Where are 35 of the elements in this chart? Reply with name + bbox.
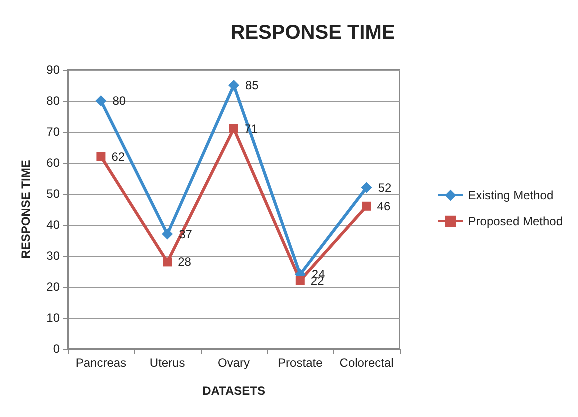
data-label: 46 — [377, 199, 391, 214]
y-tick-label: 0 — [53, 342, 60, 356]
point — [296, 276, 305, 286]
y-tick-label: 40 — [46, 218, 60, 232]
data-label: 52 — [378, 180, 392, 195]
data-label: 85 — [246, 78, 260, 92]
x-tick-label: Prostate — [278, 356, 324, 370]
point — [163, 258, 172, 267]
y-tick-label: 90 — [46, 63, 60, 77]
x-tick-label: Uterus — [150, 356, 186, 370]
point — [361, 182, 372, 194]
legend-label: Existing Method — [468, 188, 554, 202]
y-tick-label: 20 — [46, 280, 60, 294]
x-axis-title: DATASETS — [202, 384, 266, 398]
y-tick-label: 10 — [46, 311, 60, 325]
point — [162, 228, 174, 240]
y-tick-label: 50 — [46, 187, 60, 201]
data-label: 62 — [112, 150, 126, 164]
point — [96, 152, 106, 162]
y-tick-label: 70 — [46, 125, 60, 139]
x-tick-label: Ovary — [218, 356, 250, 370]
point — [230, 124, 238, 134]
point — [228, 80, 240, 91]
data-label: 28 — [178, 255, 192, 270]
point — [362, 202, 372, 211]
y-axis-title: RESPONSE TIME — [19, 160, 33, 259]
data-label: 80 — [112, 94, 126, 108]
y-tick-label: 30 — [46, 249, 60, 263]
chart-title: RESPONSE TIME — [230, 22, 396, 44]
y-tick-label: 80 — [46, 94, 60, 108]
x-tick-label: Pancreas — [76, 356, 127, 370]
point — [96, 96, 107, 106]
x-tick-label: Colorectal — [340, 356, 394, 370]
y-tick-label: 60 — [46, 156, 60, 170]
legend-label: Proposed Method — [468, 214, 564, 228]
